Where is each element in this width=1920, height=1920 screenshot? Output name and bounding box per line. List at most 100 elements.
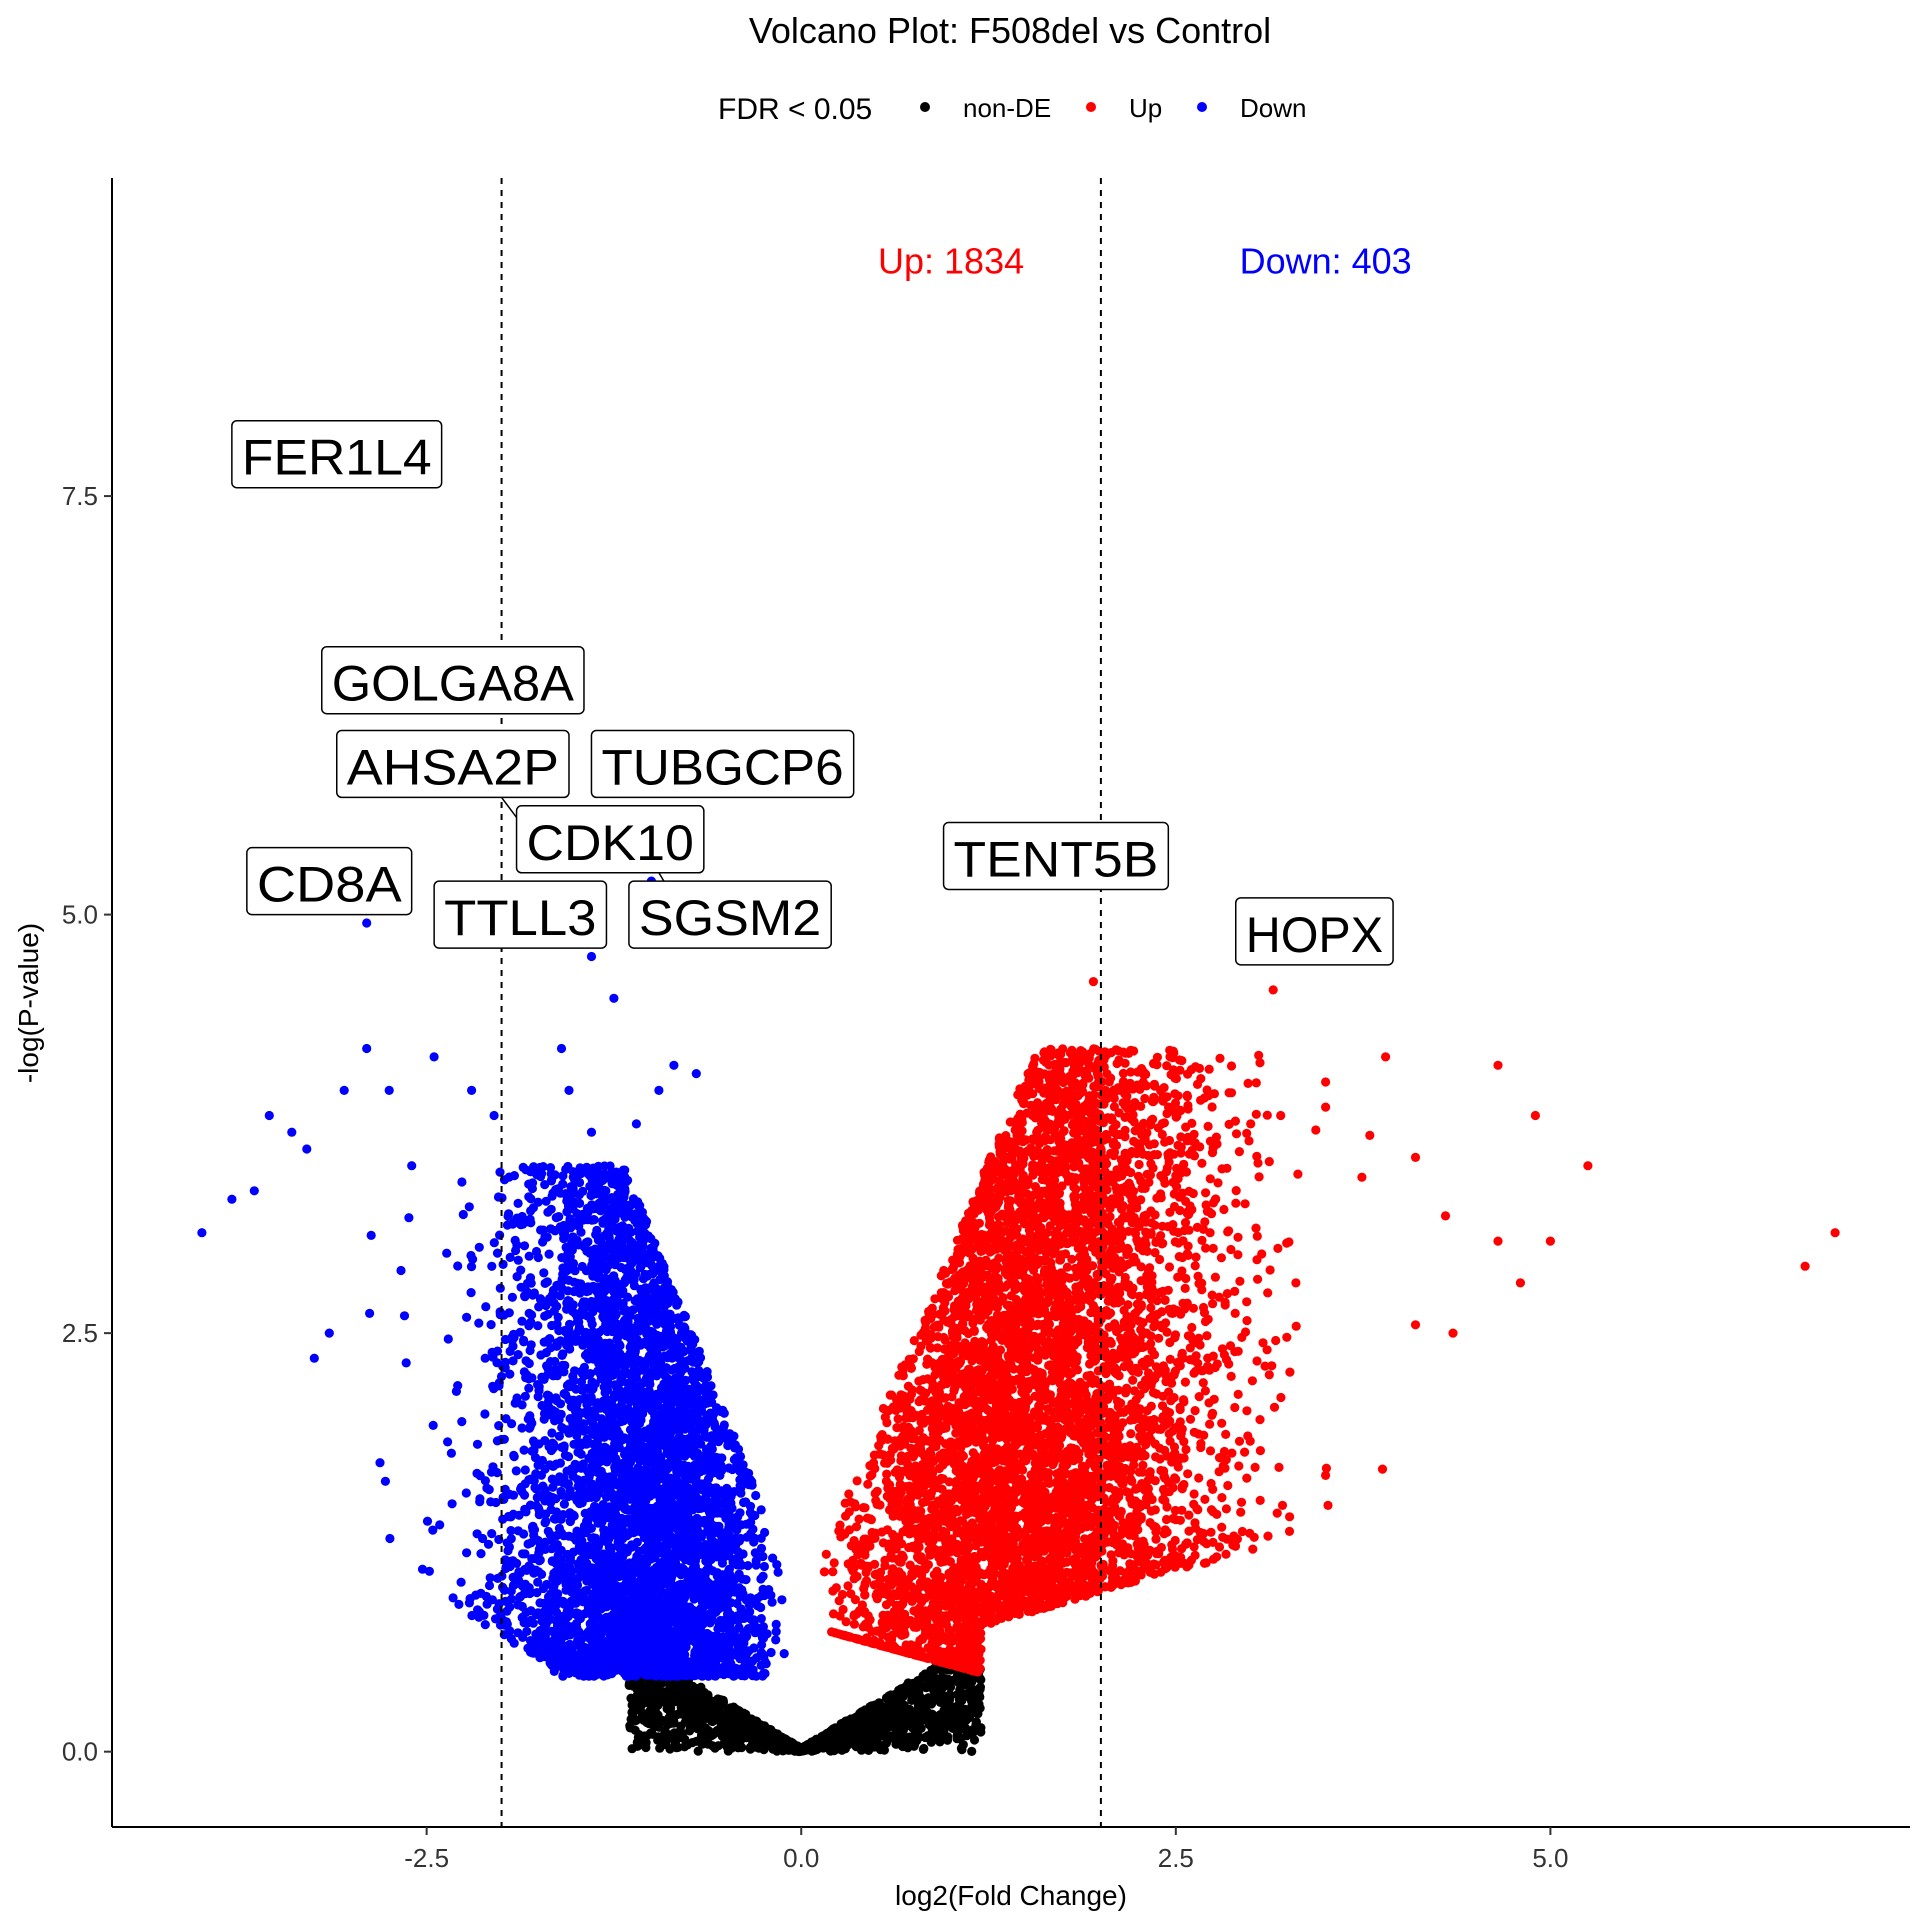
point-non-de [665, 1696, 675, 1706]
point-up [1192, 1222, 1202, 1232]
point-up [1219, 1350, 1229, 1360]
point-non-de [851, 1742, 861, 1752]
point-up [1177, 1056, 1187, 1066]
point-up [1188, 1355, 1198, 1365]
point-up [1253, 1274, 1263, 1284]
point-non-de [916, 1705, 927, 1715]
point-up [1262, 1110, 1272, 1120]
point-up [1143, 1550, 1153, 1560]
point-up [1248, 1544, 1258, 1554]
point-up [1208, 1299, 1218, 1309]
point-up [1162, 1061, 1172, 1071]
point-up [1252, 1255, 1262, 1265]
point-up [1224, 1088, 1234, 1098]
point-up [958, 1451, 969, 1461]
point-up [1170, 1505, 1180, 1516]
point-up [1264, 1157, 1274, 1167]
point-up [1265, 1265, 1275, 1275]
point-non-de [964, 1727, 974, 1737]
point-non-de [961, 1715, 971, 1725]
point-non-de [966, 1709, 976, 1719]
point-up [1205, 1419, 1215, 1429]
point-non-de [731, 1734, 741, 1744]
point-up [1282, 1238, 1292, 1248]
legend-key-up [1086, 102, 1096, 112]
point-up [1164, 1262, 1175, 1272]
legend-title: FDR < 0.05 [718, 93, 872, 126]
point-non-de [647, 1729, 658, 1739]
point-up [1210, 1272, 1220, 1282]
point-up [1202, 1539, 1212, 1549]
point-non-de [763, 1731, 773, 1741]
point-up [1207, 1102, 1217, 1112]
point-non-de [713, 1694, 723, 1704]
point-non-de [749, 1740, 759, 1750]
point-non-de [952, 1734, 962, 1744]
point-non-de [926, 1699, 937, 1709]
point-non-de [697, 1700, 707, 1710]
point-up [1194, 1392, 1204, 1402]
point-up [1255, 1415, 1265, 1425]
point-up [863, 1479, 873, 1489]
point-up [1196, 1442, 1206, 1453]
point-up [1173, 1140, 1183, 1150]
point-up [1207, 1410, 1217, 1420]
point-up [1183, 1469, 1193, 1479]
legend-label-up: Up [1129, 93, 1162, 123]
point-non-de [976, 1675, 986, 1685]
point-up [1188, 1188, 1198, 1199]
point-non-de [958, 1689, 969, 1699]
point-non-de [679, 1742, 690, 1752]
point-non-de [869, 1712, 879, 1722]
point-up [1255, 1446, 1265, 1456]
point-up [1138, 1460, 1148, 1470]
point-up [1190, 1406, 1200, 1416]
point-non-de [636, 1697, 646, 1707]
legend-label-non-de: non-DE [963, 93, 1051, 123]
point-non-de [904, 1732, 915, 1742]
point-up [898, 1574, 909, 1584]
point-non-de [672, 1728, 682, 1738]
point-up [860, 1590, 870, 1600]
point-up [1217, 1418, 1227, 1428]
point-non-de [738, 1718, 749, 1728]
point-up [1122, 1383, 1132, 1393]
point-up [1377, 1464, 1388, 1474]
point-non-de [950, 1675, 960, 1685]
point-up [1242, 1297, 1252, 1307]
point-up [881, 1600, 892, 1610]
point-non-de [721, 1737, 732, 1747]
point-up [1139, 1361, 1150, 1371]
point-non-de [798, 1746, 809, 1756]
point-up [1231, 1129, 1242, 1139]
point-non-de [967, 1746, 977, 1756]
point-non-de [886, 1732, 896, 1742]
point-up [1189, 1499, 1199, 1509]
point-non-de [625, 1723, 635, 1733]
point-non-de [912, 1685, 922, 1695]
point-up [938, 1423, 948, 1434]
point-non-de [921, 1683, 931, 1693]
point-up [1311, 1125, 1321, 1135]
point-up [1101, 1369, 1111, 1379]
point-non-de [916, 1715, 926, 1725]
legend-label-down: Down [1240, 93, 1306, 123]
point-non-de [891, 1739, 901, 1749]
point-up [1252, 1231, 1262, 1241]
point-non-de [921, 1672, 931, 1682]
point-non-de [628, 1681, 638, 1691]
point-non-de [656, 1718, 666, 1728]
point-up [1197, 1158, 1207, 1168]
point-non-de [789, 1743, 799, 1753]
point-up [1240, 1199, 1250, 1209]
plot-title: Volcano Plot: F508del vs Control [749, 10, 1271, 51]
point-up [1263, 1531, 1273, 1541]
point-non-de [669, 1718, 679, 1728]
point-non-de [747, 1728, 757, 1738]
point-up [1221, 1549, 1231, 1559]
point-up [1180, 1283, 1190, 1293]
point-up [1365, 1130, 1375, 1140]
point-up [1033, 1355, 1043, 1365]
point-non-de [942, 1735, 953, 1745]
